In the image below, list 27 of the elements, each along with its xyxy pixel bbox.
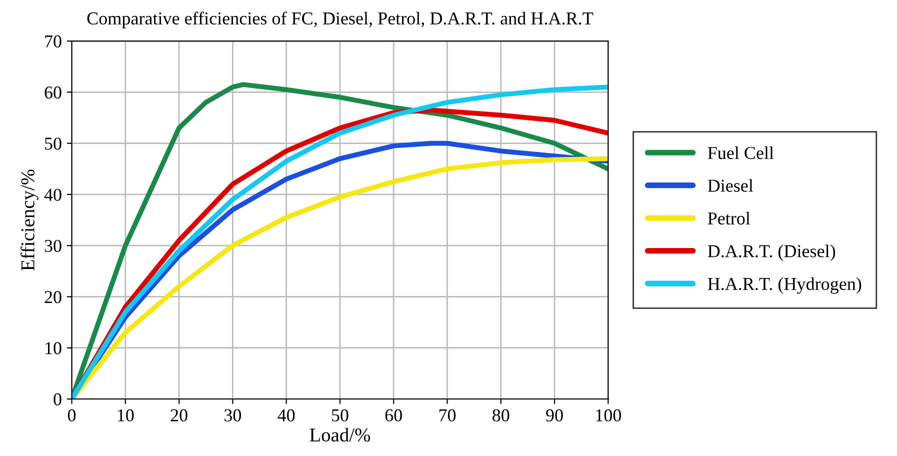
x-tick-label: 40 [278, 409, 295, 422]
x-tick-label: 70 [439, 409, 456, 422]
y-tick-label: 60 [44, 86, 62, 99]
y-tick-label: 10 [46, 342, 62, 354]
y-tick-label: 50 [45, 138, 62, 150]
legend-label: Fuel Cell [708, 146, 774, 160]
legend-label: Diesel [708, 179, 754, 192]
legend-label: Petrol [708, 212, 750, 225]
chart-title: Comparative efficiencies of FC, Diesel, Petrol, D.A.R.T. and H.A.R.T [87, 12, 594, 28]
y-axis-title: Efficiency/% [20, 170, 38, 271]
legend-label: H.A.R.T. (Hydrogen) [708, 277, 862, 294]
x-tick-label: 30 [224, 409, 242, 422]
x-tick-label: 0 [68, 409, 76, 422]
y-tick-label: 0 [54, 393, 62, 406]
x-tick-label: 60 [385, 409, 402, 422]
x-tick-label: 10 [118, 409, 134, 422]
x-tick-label: 100 [596, 409, 622, 422]
x-axis-title: Load/% [310, 428, 370, 442]
legend-label: D.A.R.T. (Diesel) [708, 244, 836, 261]
x-tick-label: 50 [332, 409, 348, 422]
y-tick-label: 30 [44, 240, 62, 252]
y-tick-label: 70 [45, 35, 62, 48]
x-tick-label: 80 [492, 409, 510, 422]
y-tick-label: 40 [44, 188, 62, 201]
x-tick-label: 20 [170, 409, 188, 422]
x-tick-label: 90 [546, 409, 563, 422]
y-tick-label: 20 [44, 290, 62, 304]
